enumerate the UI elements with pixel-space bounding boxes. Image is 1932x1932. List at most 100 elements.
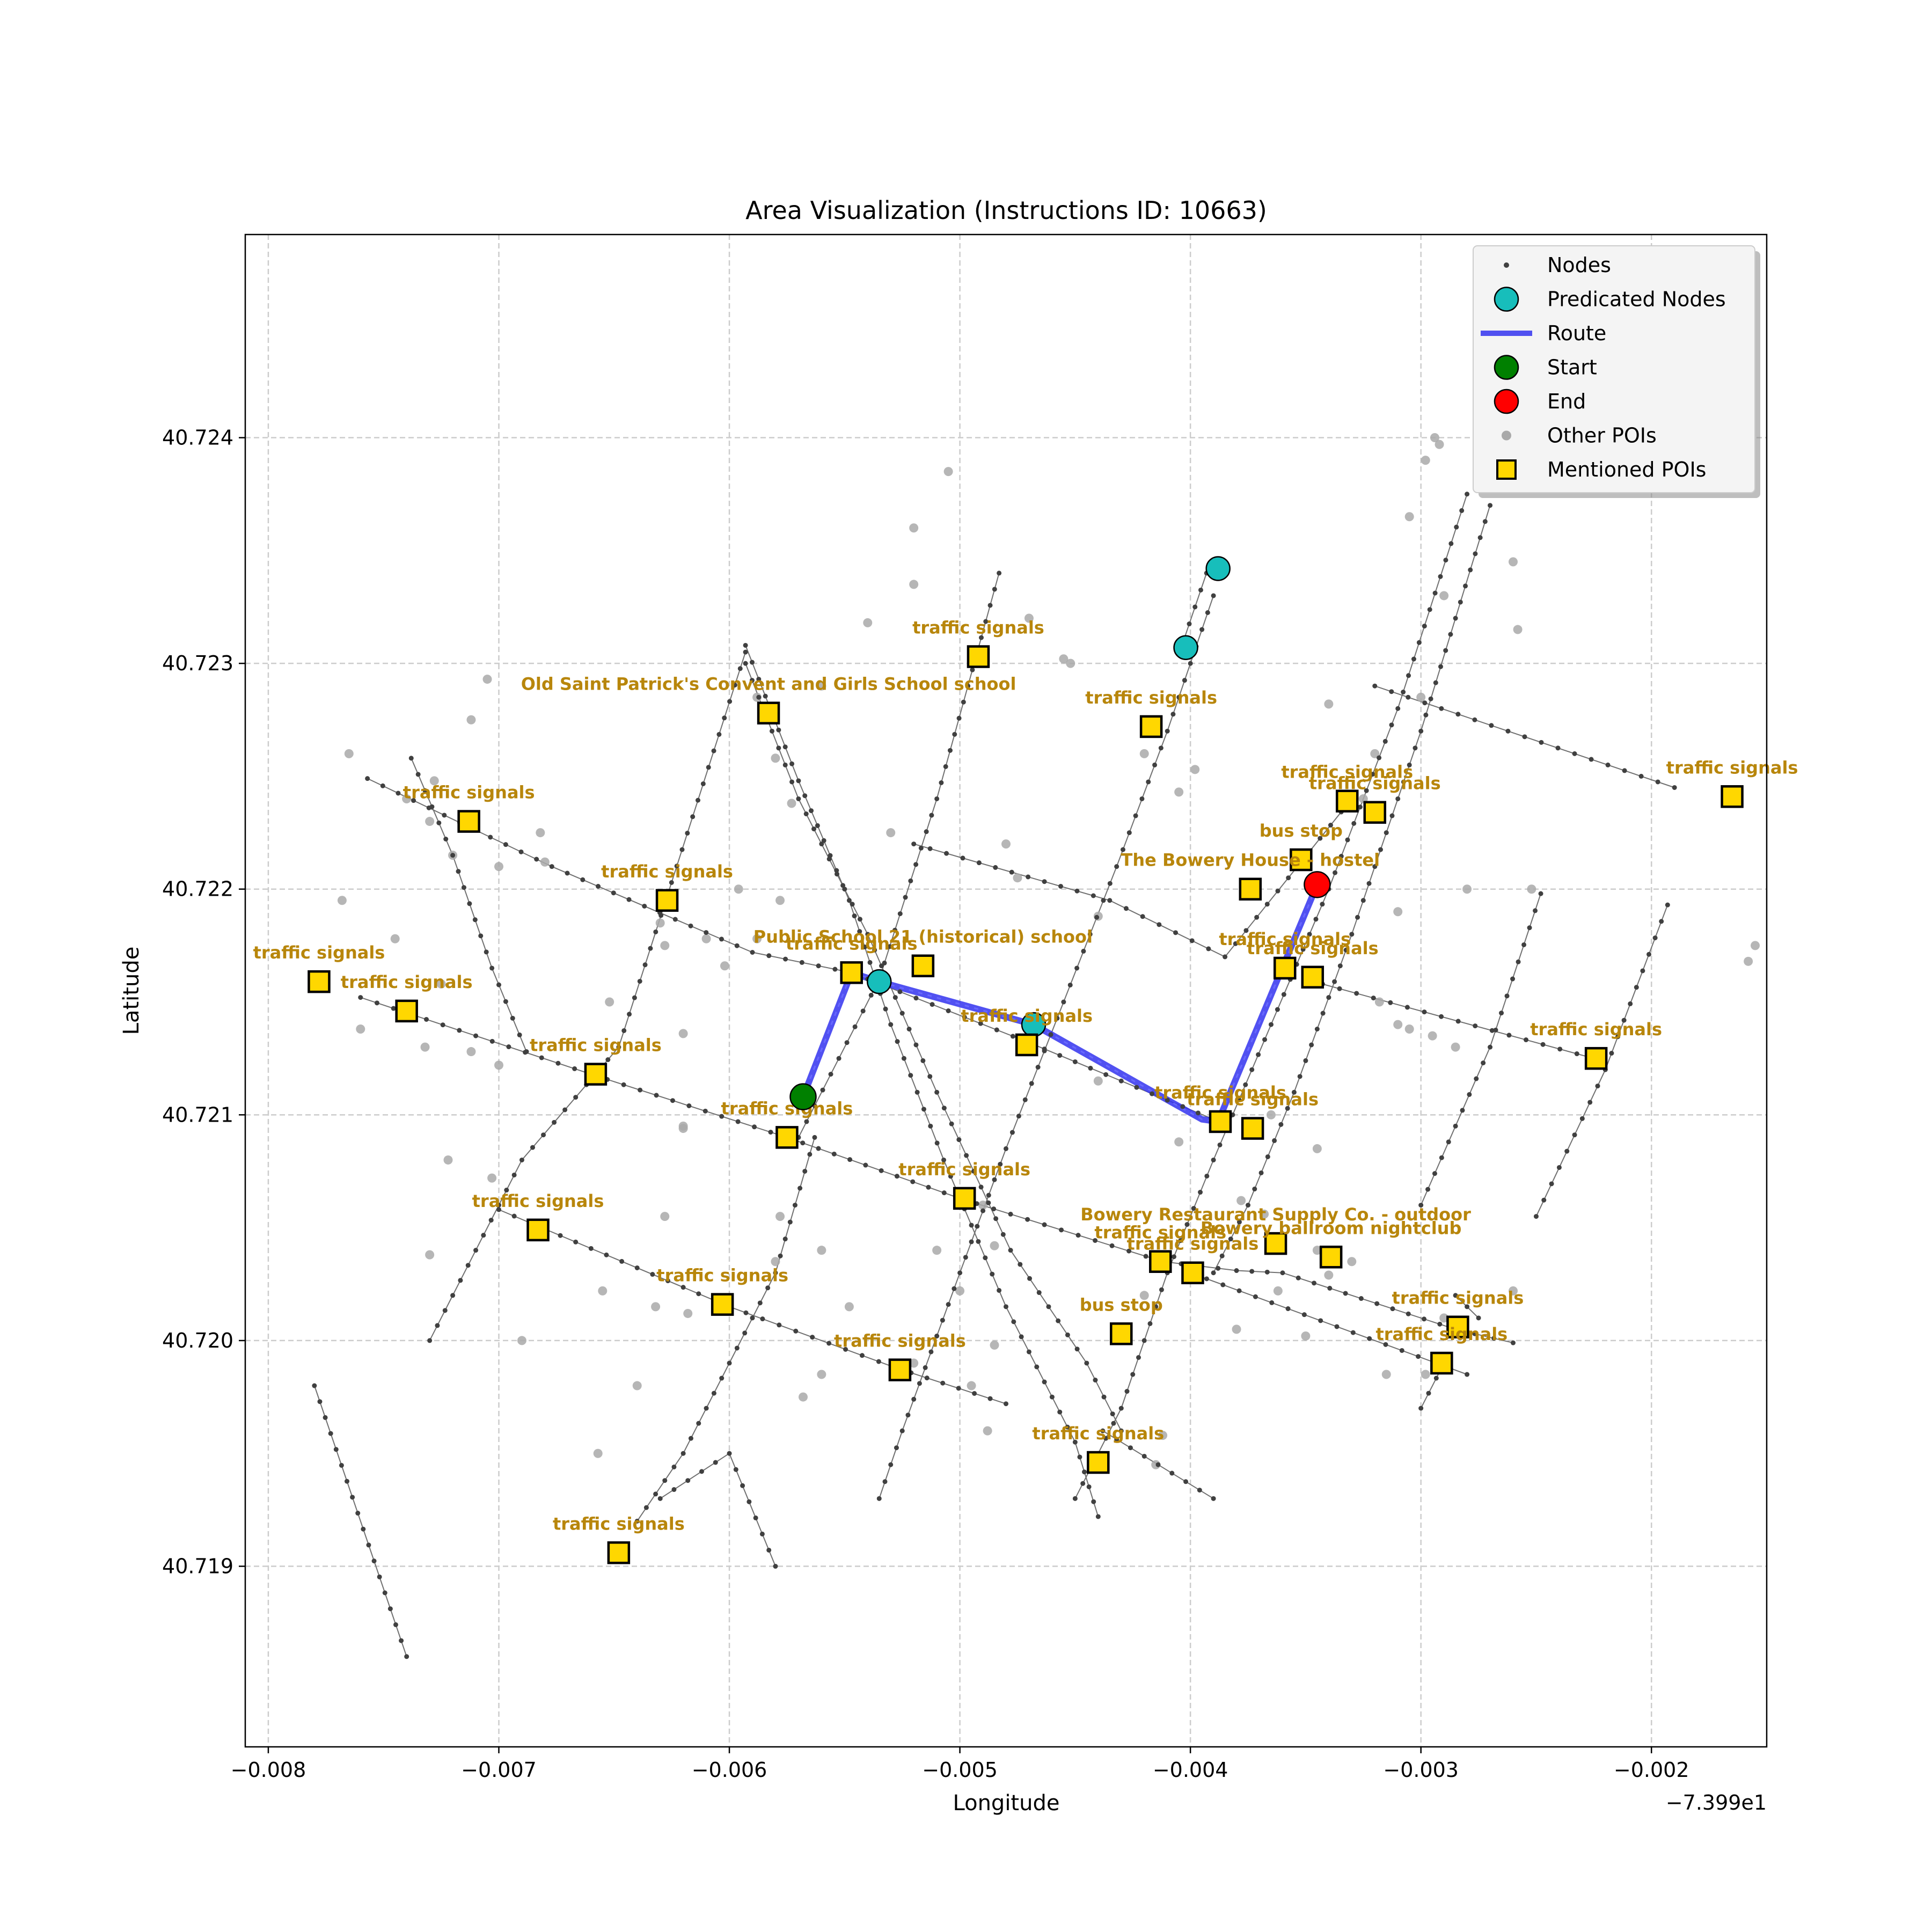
street-node (1101, 898, 1106, 903)
street-node (927, 1074, 933, 1079)
other-poi (1462, 884, 1472, 894)
street-node (990, 1271, 995, 1277)
street-node (1183, 1479, 1189, 1484)
street-node (901, 1056, 906, 1061)
street-node (863, 1162, 868, 1168)
street-node (511, 1213, 517, 1219)
street-node (913, 1042, 919, 1048)
mentioned-poi-label: traffic signals (656, 1265, 788, 1286)
street-node (1418, 1406, 1424, 1411)
street-node (1009, 1130, 1015, 1135)
street-node (941, 1157, 947, 1162)
street-node (662, 1478, 668, 1483)
street-node (821, 838, 826, 843)
street-node (960, 855, 965, 861)
street-node (696, 1291, 701, 1297)
street-node (1432, 1171, 1437, 1176)
street-node (671, 1487, 677, 1492)
street-node (1204, 1173, 1210, 1179)
street-node (1488, 1044, 1493, 1050)
y-axis-label: Latitude (119, 947, 144, 1035)
street-node (377, 1574, 382, 1579)
street-node (1275, 888, 1280, 894)
mentioned-poi-marker (308, 970, 331, 993)
street-node (804, 1119, 809, 1124)
street-node (1133, 813, 1138, 818)
street-node (1572, 751, 1577, 756)
street-node (1173, 930, 1179, 935)
street-node (1488, 503, 1493, 508)
street-node (558, 1233, 563, 1238)
mentioned-poi-marker (1584, 1046, 1608, 1070)
street-node (796, 778, 801, 784)
street-node (768, 1130, 773, 1135)
street-node (816, 963, 821, 969)
street-node (596, 884, 601, 889)
street-node (1418, 1203, 1424, 1208)
street-node (1609, 1051, 1614, 1056)
street-node (1150, 1091, 1155, 1096)
street-node (1095, 1514, 1101, 1519)
street-node (1285, 1306, 1291, 1312)
y-tick-label: 40.719 (162, 1555, 233, 1578)
street-node (1234, 1268, 1239, 1274)
street-node (424, 1016, 429, 1022)
other-poi (943, 467, 953, 477)
other-poi (1527, 884, 1536, 894)
street-node (1524, 1037, 1529, 1043)
other-poi (844, 1302, 854, 1312)
street-node (1280, 1270, 1285, 1276)
street-node (1088, 1065, 1093, 1071)
chart-title: Area Visualization (Instructions ID: 106… (745, 196, 1267, 225)
street-node (1343, 1291, 1348, 1296)
street-node (948, 1174, 953, 1179)
street-node (1564, 1148, 1570, 1154)
mentioned-poi-label: bus stop (1080, 1294, 1163, 1315)
street-node (361, 1526, 366, 1532)
street-node (1258, 1170, 1264, 1175)
street-node (1337, 986, 1342, 991)
street-node (1120, 847, 1125, 852)
street-node (1141, 1338, 1147, 1343)
street-node (1355, 914, 1360, 920)
street-node (1446, 1139, 1451, 1145)
street-node (1103, 1436, 1109, 1441)
street-node (396, 791, 401, 796)
street-node (467, 901, 472, 906)
street-node (1360, 898, 1366, 903)
y-tick-label: 40.721 (162, 1103, 233, 1126)
street-node (1460, 1108, 1465, 1113)
street-node (852, 913, 857, 919)
street-node (887, 944, 892, 949)
street-node (1205, 610, 1210, 615)
street-node (1211, 1157, 1216, 1162)
mentioned-poi-marker (1290, 848, 1313, 872)
street-node (680, 1451, 686, 1456)
other-poi (990, 1241, 999, 1250)
street-node (333, 1447, 339, 1452)
street-node (1249, 1269, 1255, 1274)
street-node (782, 744, 788, 750)
street-node (882, 960, 887, 965)
street-node (834, 868, 839, 873)
street-node (1065, 1424, 1070, 1430)
mentioned-poi-label: traffic signals (1219, 929, 1351, 949)
other-poi (1451, 1042, 1460, 1052)
street-node (700, 781, 706, 786)
street-node (1152, 762, 1158, 767)
legend-entry-label: Mentioned POIs (1547, 458, 1706, 481)
street-node (1438, 664, 1443, 669)
street-node (488, 835, 493, 840)
street-node (882, 1479, 888, 1484)
street-node (743, 661, 748, 666)
street-node (860, 1008, 866, 1014)
street-node (1126, 1248, 1132, 1254)
mentioned-poi-marker (1241, 1117, 1264, 1140)
street-node (1425, 1187, 1431, 1192)
street-node (669, 880, 674, 885)
street-node (503, 999, 508, 1004)
street-node (850, 902, 855, 907)
street-node (1065, 1332, 1070, 1337)
street-node (374, 1000, 379, 1006)
street-node (749, 678, 755, 683)
